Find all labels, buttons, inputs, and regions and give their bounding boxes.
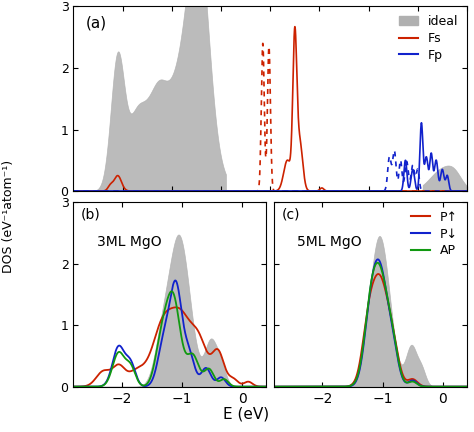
Text: (a): (a) [85,16,106,31]
Text: 5ML MgO: 5ML MgO [297,235,362,249]
Text: DOS (eV⁻¹atom⁻¹): DOS (eV⁻¹atom⁻¹) [2,159,15,273]
Text: 3ML MgO: 3ML MgO [97,235,161,249]
Text: E (eV): E (eV) [223,406,270,421]
Text: (c): (c) [282,208,300,222]
Text: (b): (b) [81,208,101,222]
Legend: ideal, Fs, Fp: ideal, Fs, Fp [396,13,461,64]
Legend: P↑, P↓, AP: P↑, P↓, AP [409,208,461,260]
